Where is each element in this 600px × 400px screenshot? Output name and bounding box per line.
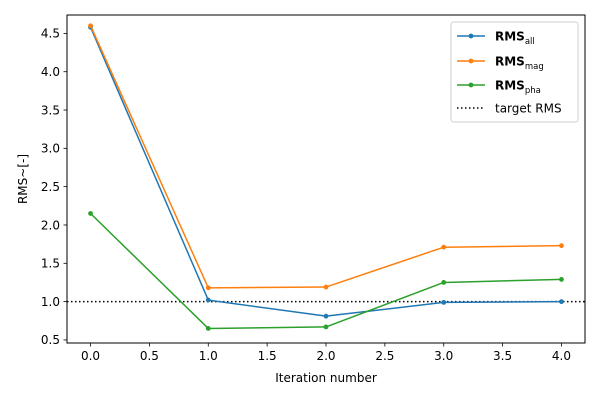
legend-label-main: RMS: [495, 79, 525, 93]
legend-marker-rms-all: [468, 33, 474, 39]
x-axis-label: Iteration number: [275, 371, 377, 385]
data-point-rms-all: [205, 297, 211, 303]
legend-label-rms-all: RMSall: [495, 30, 535, 48]
data-point-rms-pha: [323, 324, 329, 330]
legend-label-rms-pha: RMSpha: [495, 79, 541, 97]
plot-area: [67, 23, 585, 331]
y-tick-label: 4.0: [41, 65, 60, 79]
legend-label-main: RMS: [495, 55, 525, 69]
x-tick-label: 2.5: [375, 349, 394, 363]
y-tick-label: 1.0: [41, 295, 60, 309]
legend-label-main: RMS: [495, 30, 525, 44]
legend-marker-rms-mag: [468, 58, 474, 64]
y-axis-label: RMS~[-]: [16, 154, 30, 204]
legend-marker-rms-pha: [468, 82, 474, 88]
data-point-rms-all: [559, 299, 564, 305]
legend-box: [450, 21, 579, 123]
x-tick-label: 1.0: [199, 349, 218, 363]
x-tick-label: 3.0: [434, 349, 453, 363]
legend-label-subscript: all: [525, 37, 535, 47]
legend-label-subscript: mag: [525, 62, 544, 72]
y-tick-label: 3.5: [41, 103, 60, 117]
y-tick-label: 0.5: [41, 333, 60, 347]
legend-label-rms-mag: RMSmag: [495, 55, 544, 73]
y-tick-label: 4.5: [41, 27, 60, 41]
x-tick-label: 0.5: [140, 349, 159, 363]
x-tick-label: 2.0: [316, 349, 335, 363]
y-tick-label: 2.0: [41, 218, 60, 232]
data-point-rms-mag: [441, 244, 447, 250]
x-tick-label: 4.0: [552, 349, 571, 363]
legend-label-target-rms: target RMS: [495, 102, 562, 116]
data-point-rms-pha: [205, 326, 211, 331]
axis-ticks: 0.0 0.5 1.0 1.5 2.0 2.5 3.0 3.5 4.0 0.5 1.0 1.5 2.0 2…: [41, 27, 571, 363]
y-tick-label: 3.0: [41, 142, 60, 156]
x-tick-label: 3.5: [493, 349, 512, 363]
legend-label-subscript: pha: [525, 86, 541, 96]
data-point-rms-pha: [441, 280, 447, 285]
data-point-rms-mag: [88, 23, 93, 29]
data-point-rms-mag: [559, 243, 564, 249]
x-tick-label: 1.5: [258, 349, 277, 363]
data-point-rms-pha: [88, 211, 93, 216]
x-tick-label: 0.0: [81, 349, 100, 363]
data-point-rms-mag: [205, 285, 211, 291]
y-tick-label: 2.5: [41, 180, 60, 194]
data-point-rms-pha: [559, 276, 564, 282]
data-point-rms-all: [323, 313, 329, 319]
data-point-rms-all: [441, 299, 447, 305]
y-tick-label: 1.5: [41, 257, 60, 271]
data-point-rms-mag: [323, 284, 329, 290]
